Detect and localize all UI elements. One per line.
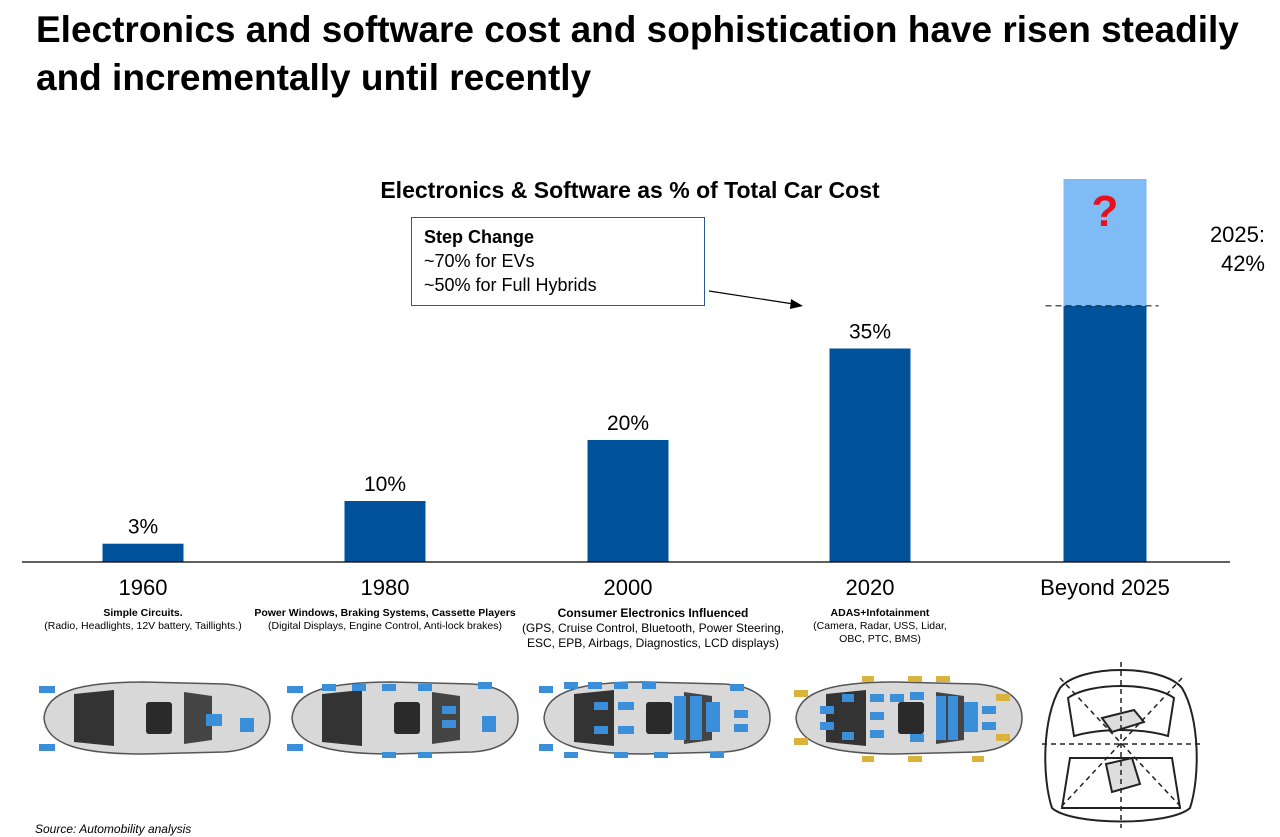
caption-1980: Power Windows, Braking Systems, Cassette… [245,607,525,633]
car-body-icon [291,681,519,755]
bar-2000 [587,440,669,562]
source-note: Source: Automobility analysis [35,822,192,836]
data-label-1980: 10% [364,473,406,496]
data-label-2000: 20% [607,412,649,435]
bar-1960 [102,543,184,562]
caption-detail: (Radio, Headlights, 12V battery, Taillig… [44,620,242,632]
caption-detail: (GPS, Cruise Control, Bluetooth, Power S… [521,621,785,650]
bar-1980 [344,501,426,562]
car-1960-illustration [39,681,271,755]
caption-1960: Simple Circuits. (Radio, Headlights, 12V… [3,607,283,633]
car-2000-illustration [539,681,771,758]
data-label-2020: 35% [849,321,891,344]
unknown-extension-bar [1063,179,1147,306]
car-2020-illustration [794,676,1023,762]
chart-title: Electronics & Software as % of Total Car… [380,177,880,203]
step-change-callout: Step Change ~70% for EVs ~50% for Full H… [411,217,705,306]
callout-arrow [708,290,801,306]
tick-label-2020: 2020 [846,575,895,600]
tick-label-2000: 2000 [604,575,653,600]
callout-hybrid-line: ~50% for Full Hybrids [424,275,597,295]
caption-detail: (Camera, Radar, USS, Lidar, OBC, PTC, BM… [813,620,947,645]
car-body-icon [43,681,271,755]
data-label-1960: 3% [128,516,158,539]
tick-label-beyond-2025: Beyond 2025 [1040,575,1170,600]
caption-title: Power Windows, Braking Systems, Cassette… [254,607,516,619]
caption-title: Simple Circuits. [103,607,183,619]
autonomous-car-sketch [1042,662,1200,828]
car-body-icon [795,681,1023,755]
bar-2020 [829,348,911,562]
bar-beyond-2025 [1063,305,1147,562]
caption-detail: (Digital Displays, Engine Control, Anti-… [267,620,502,632]
callout-ev-line: ~70% for EVs [424,251,535,271]
slide-title: Electronics and software cost and sophis… [36,9,1239,98]
car-sketch-icon [1044,669,1198,823]
tick-label-1960: 1960 [119,575,168,600]
caption-2020: ADAS+Infotainment (Camera, Radar, USS, L… [800,607,960,646]
level-2025-label: 2025: 42% [1209,222,1265,276]
caption-2000: Consumer Electronics Influenced (GPS, Cr… [513,606,793,651]
caption-title: ADAS+Infotainment [830,607,930,619]
car-1980-illustration [287,681,519,758]
caption-title: Consumer Electronics Influenced [557,606,749,620]
question-mark: ? [1092,187,1119,236]
tick-label-1980: 1980 [361,575,410,600]
callout-heading: Step Change [424,227,535,247]
callout-arrowhead [790,299,803,309]
